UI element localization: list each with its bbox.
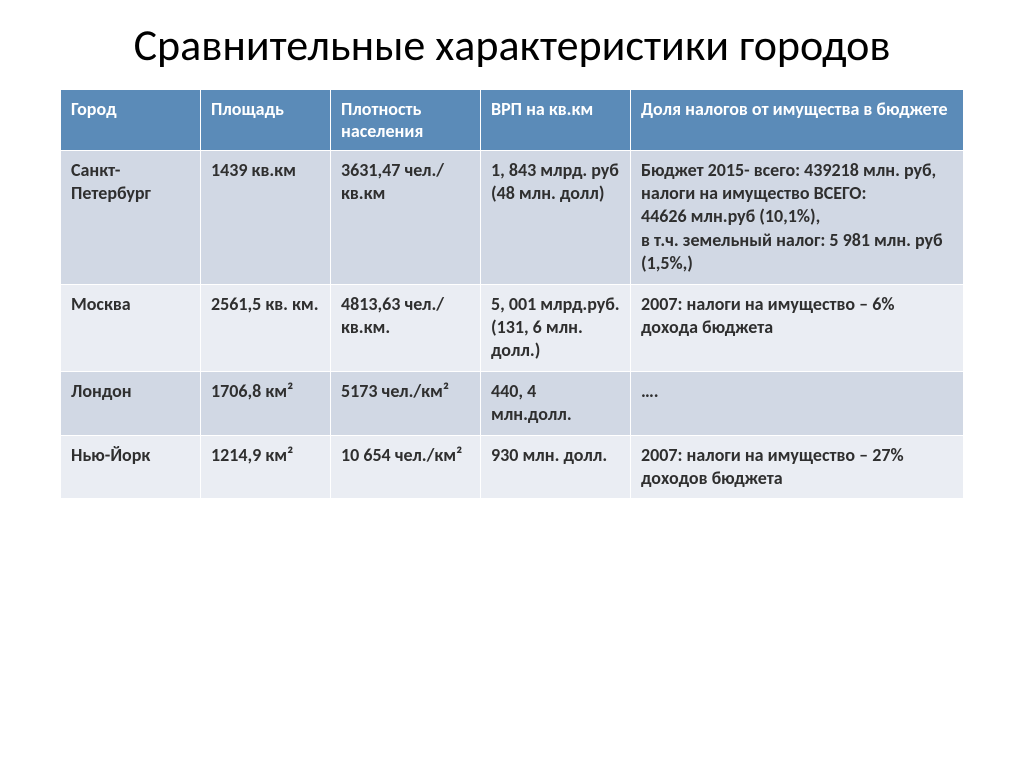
cell-vrp: 5, 001 млрд.руб. (131, 6 млн. долл.) (481, 284, 631, 371)
cell-city: Лондон (61, 371, 201, 435)
cell-area: 1706,8 км² (201, 371, 331, 435)
col-header-density: Плотность населения (331, 89, 481, 150)
cell-area: 1439 кв.км (201, 150, 331, 284)
cell-vrp: 930 млн. долл. (481, 435, 631, 499)
cell-city: Москва (61, 284, 201, 371)
cell-tax: 2007: налоги на имущество – 6% дохода бю… (631, 284, 964, 371)
table-row: Нью-Йорк 1214,9 км² 10 654 чел./км² 930 … (61, 435, 964, 499)
table-row: Лондон 1706,8 км² 5173 чел./км² 440, 4 м… (61, 371, 964, 435)
cell-vrp: 1, 843 млрд. руб (48 млн. долл) (481, 150, 631, 284)
cell-city: Санкт-Петербург (61, 150, 201, 284)
cell-tax: 2007: налоги на имущество – 27% доходов … (631, 435, 964, 499)
cell-density: 10 654 чел./км² (331, 435, 481, 499)
comparison-table: Город Площадь Плотность населения ВРП на… (60, 89, 964, 500)
cell-density: 5173 чел./км² (331, 371, 481, 435)
cell-tax-text: Бюджет 2015- всего: 439218 млн. руб, нал… (641, 159, 943, 275)
cell-density: 4813,63 чел./кв.км. (331, 284, 481, 371)
cell-vrp: 440, 4 млн.долл. (481, 371, 631, 435)
col-header-vrp: ВРП на кв.км (481, 89, 631, 150)
table-row: Санкт-Петербург 1439 кв.км 3631,47 чел./… (61, 150, 964, 284)
table-row: Москва 2561,5 кв. км. 4813,63 чел./кв.км… (61, 284, 964, 371)
cell-area: 1214,9 км² (201, 435, 331, 499)
cell-area: 2561,5 кв. км. (201, 284, 331, 371)
col-header-tax: Доля налогов от имущества в бюджете (631, 89, 964, 150)
col-header-city: Город (61, 89, 201, 150)
page-title: Сравнительные характеристики городов (60, 20, 964, 71)
cell-tax: Бюджет 2015- всего: 439218 млн. руб, нал… (631, 150, 964, 284)
cell-tax: …. (631, 371, 964, 435)
table-header-row: Город Площадь Плотность населения ВРП на… (61, 89, 964, 150)
col-header-area: Площадь (201, 89, 331, 150)
cell-city: Нью-Йорк (61, 435, 201, 499)
cell-density: 3631,47 чел./кв.км (331, 150, 481, 284)
